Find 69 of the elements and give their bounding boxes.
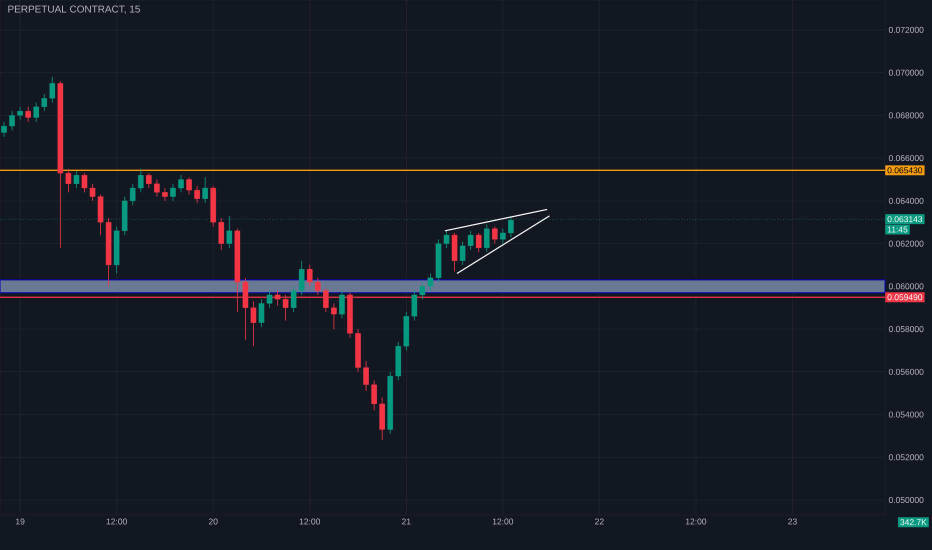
candlestick — [17, 106, 23, 120]
candlestick — [25, 106, 31, 122]
candlestick — [339, 290, 345, 319]
candlestick — [331, 303, 337, 330]
candlestick — [290, 286, 296, 312]
candlestick — [444, 230, 450, 248]
candlestick — [428, 273, 434, 292]
candlestick — [484, 224, 490, 253]
y-tick-label: 0.064000 — [888, 198, 924, 204]
ref-line-label: 0.065430 — [888, 167, 922, 174]
candlestick — [250, 300, 256, 347]
y-tick-label: 0.060000 — [888, 283, 924, 290]
text: 11:45 — [888, 226, 908, 232]
candlestick — [178, 174, 184, 193]
ref-line-label: 0.059490 — [888, 294, 922, 300]
y-tick-label: 0.052000 — [888, 454, 924, 460]
x-tick-label: 19 — [16, 518, 24, 525]
candlestick — [138, 168, 144, 193]
ref-line-label: 0.063143 — [888, 216, 922, 222]
candlestick — [41, 94, 48, 112]
text: 342.7K — [900, 519, 927, 526]
candlestick — [9, 110, 15, 131]
y-tick-label: 0.058000 — [888, 326, 924, 332]
candlestick — [130, 183, 136, 206]
candlestick — [363, 360, 369, 392]
candlestick — [476, 232, 482, 253]
candlestick — [146, 172, 152, 188]
x-tick-label: 20 — [208, 518, 218, 525]
candlestick — [66, 168, 72, 193]
y-tick-label: 0.050000 — [888, 497, 924, 504]
candlestick — [468, 230, 474, 250]
candlestick — [49, 76, 56, 103]
candlestick — [460, 241, 466, 266]
candlestick — [186, 176, 192, 195]
chart-title: PERPETUAL CONTRACT, 15 — [8, 6, 140, 14]
candlestick — [90, 183, 96, 202]
candlestick — [1, 121, 7, 138]
candlestick — [371, 380, 377, 411]
candlestick — [154, 179, 160, 197]
candlestick — [170, 183, 176, 202]
candlestick — [258, 298, 264, 328]
x-tick-label: 21 — [402, 518, 411, 524]
candlestick — [266, 290, 272, 308]
y-tick-label: 0.056000 — [888, 368, 924, 375]
candlestick — [218, 218, 224, 250]
x-tick-label: 12:00 — [686, 518, 706, 525]
x-tick-label: 12:00 — [492, 518, 514, 525]
x-tick-label: 12:00 — [106, 518, 127, 525]
candlestick — [194, 186, 200, 204]
y-tick-label: 0.054000 — [888, 412, 924, 418]
candlestick — [420, 282, 426, 300]
x-tick-label: 22 — [595, 518, 604, 524]
y-tick-label: 0.070000 — [888, 70, 924, 76]
candlestick — [202, 176, 208, 204]
y-tick-label: 0.062000 — [888, 240, 924, 247]
x-tick-label: 23 — [788, 518, 797, 525]
x-tick-label: 12:00 — [300, 518, 320, 525]
candlestick — [82, 172, 88, 193]
candlestick — [500, 228, 506, 244]
y-tick-label: 0.066000 — [888, 155, 924, 162]
candlestick — [33, 102, 40, 122]
y-tick-label: 0.072000 — [888, 26, 924, 33]
candlestick — [492, 226, 498, 244]
candlestick — [306, 264, 313, 287]
candlestick — [162, 188, 168, 202]
candlestick — [412, 290, 418, 321]
candlestick — [74, 170, 80, 188]
candlestick — [298, 260, 305, 296]
y-tick-label: 0.068000 — [888, 112, 924, 118]
